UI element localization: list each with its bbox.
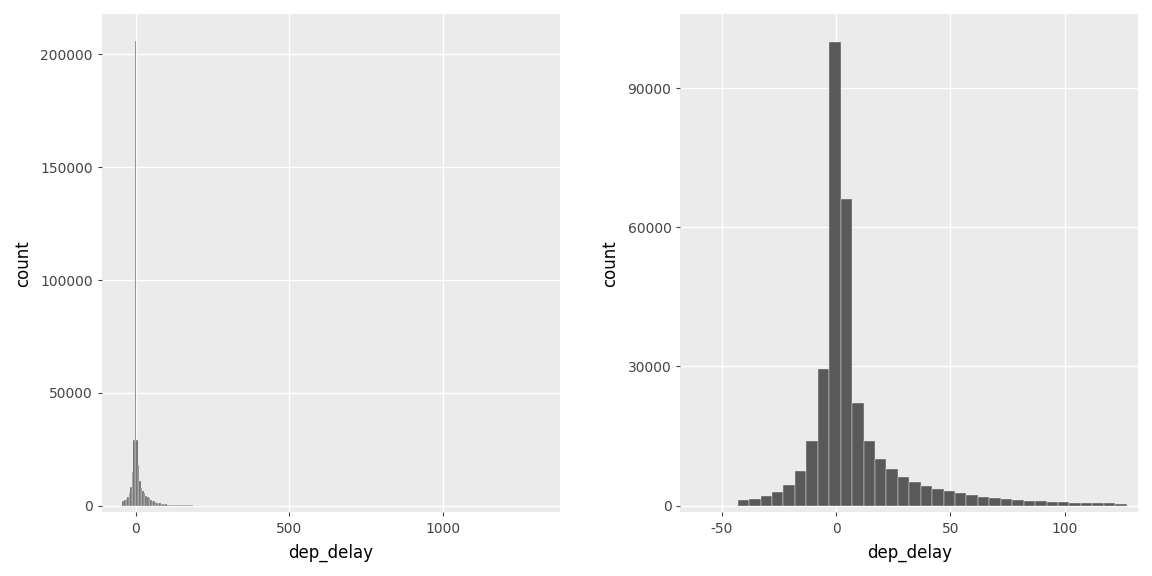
Bar — [1115, 504, 1127, 506]
Bar — [168, 505, 170, 506]
Bar — [138, 465, 139, 506]
Bar — [162, 504, 164, 506]
Bar — [166, 505, 167, 506]
Bar — [1092, 503, 1104, 506]
Bar — [749, 499, 760, 506]
Bar — [164, 504, 166, 506]
Bar — [876, 459, 886, 506]
Bar — [129, 493, 130, 506]
Bar — [141, 488, 143, 506]
Bar — [967, 495, 978, 506]
Bar — [760, 497, 772, 506]
Bar — [167, 505, 168, 506]
Bar — [152, 501, 153, 506]
Bar — [124, 500, 126, 506]
Bar — [1024, 501, 1036, 506]
Bar — [955, 494, 967, 506]
X-axis label: dep_delay: dep_delay — [866, 544, 952, 562]
Bar — [795, 471, 806, 506]
Bar — [154, 502, 157, 506]
Bar — [932, 489, 943, 506]
Bar — [897, 477, 909, 506]
Bar — [144, 493, 145, 506]
Bar — [990, 498, 1001, 506]
Bar — [176, 505, 177, 506]
Bar — [1036, 501, 1046, 506]
Bar — [818, 369, 829, 506]
Bar — [1081, 503, 1092, 506]
Bar — [943, 491, 955, 506]
Bar — [161, 503, 162, 506]
Bar — [909, 482, 920, 506]
Bar — [1013, 500, 1024, 506]
Bar — [172, 505, 173, 506]
Bar — [143, 491, 144, 506]
Bar — [783, 484, 795, 506]
Bar — [157, 502, 158, 506]
Bar — [158, 503, 159, 506]
Bar — [139, 481, 141, 506]
Bar — [126, 499, 127, 506]
Bar — [122, 501, 124, 506]
Bar — [841, 199, 852, 506]
Bar — [147, 497, 149, 506]
Bar — [134, 440, 135, 506]
Bar — [150, 499, 152, 506]
X-axis label: dep_delay: dep_delay — [288, 544, 373, 562]
Bar — [135, 41, 136, 506]
Bar — [852, 404, 864, 506]
Bar — [886, 469, 897, 506]
Bar — [737, 500, 749, 506]
Bar — [1104, 503, 1115, 506]
Y-axis label: count: count — [14, 240, 32, 287]
Y-axis label: count: count — [601, 240, 620, 287]
Bar — [1001, 499, 1013, 506]
Bar — [153, 502, 154, 506]
Bar — [127, 497, 129, 506]
Bar — [1046, 502, 1058, 506]
Bar — [173, 505, 175, 506]
Bar — [159, 503, 161, 506]
Bar — [175, 505, 176, 506]
Bar — [829, 41, 841, 506]
Bar — [920, 486, 932, 506]
Bar — [136, 440, 138, 506]
Bar — [978, 497, 990, 506]
Bar — [170, 505, 172, 506]
Bar — [772, 491, 783, 506]
Bar — [149, 498, 150, 506]
Bar — [130, 487, 131, 506]
Bar — [806, 441, 818, 506]
Bar — [131, 472, 134, 506]
Bar — [864, 441, 876, 506]
Bar — [145, 495, 147, 506]
Bar — [1058, 502, 1069, 506]
Bar — [1069, 502, 1081, 506]
